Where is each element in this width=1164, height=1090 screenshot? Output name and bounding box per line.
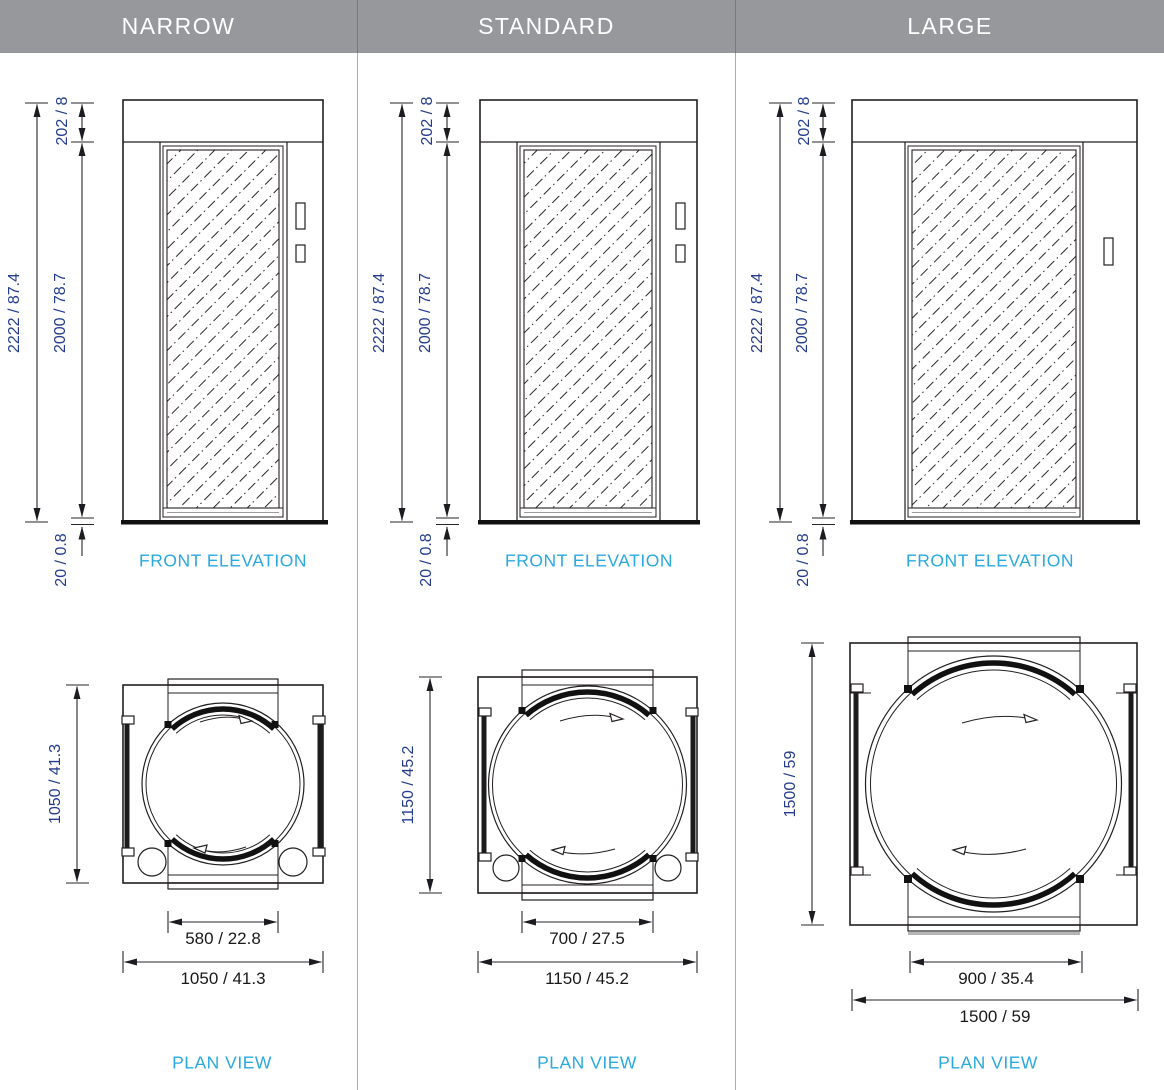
dim-header-height-large: 202 / 8	[796, 96, 813, 146]
plan-view-label-large: PLAN VIEW	[938, 1052, 1038, 1073]
front-elevation-drawing-large	[850, 99, 1140, 525]
rotation-arrows-narrow	[192, 714, 254, 854]
column-divider-1	[357, 53, 358, 1090]
dim-plan-depth-narrow: 1050 / 41.3	[47, 743, 64, 825]
plan-dimensions-standard	[419, 676, 698, 973]
plan-dimensions-large	[801, 642, 1139, 1011]
column-header-narrow: NARROW	[0, 0, 357, 53]
column-divider-2	[735, 53, 736, 1090]
dim-plan-overall-width-standard: 1150 / 45.2	[545, 969, 629, 988]
column-title-narrow: NARROW	[121, 13, 236, 39]
plan-view-drawing-large	[849, 636, 1138, 935]
dim-plan-overall-width-narrow: 1050 / 41.3	[180, 969, 266, 988]
header-bar	[0, 0, 1164, 53]
column-title-large: LARGE	[907, 13, 993, 39]
dim-overall-height-large: 2222 / 87.4	[749, 272, 766, 354]
rotation-arrows-standard	[550, 712, 625, 856]
front-elevation-label-standard: FRONT ELEVATION	[505, 550, 673, 571]
elevation-dimensions-large	[769, 102, 835, 556]
dim-floor-recess-large: 20 / 0.8	[795, 533, 812, 587]
column-header-standard: STANDARD	[359, 0, 734, 53]
dim-floor-recess-standard: 20 / 0.8	[418, 533, 435, 587]
rotation-arrows-large	[951, 713, 1039, 856]
column-divider-header-2	[735, 0, 736, 53]
front-elevation-drawing-narrow	[121, 99, 328, 525]
dim-plan-depth-large: 1500 / 59	[782, 750, 799, 818]
dim-plan-clear-width-narrow: 580 / 22.8	[185, 929, 261, 948]
front-elevation-drawing-standard	[478, 99, 700, 525]
dim-clear-height-large: 2000 / 78.7	[794, 272, 811, 354]
plan-view-label-standard: PLAN VIEW	[537, 1052, 637, 1073]
dim-plan-clear-width-large: 900 / 35.4	[958, 969, 1034, 988]
plan-view-drawing-standard	[477, 669, 699, 901]
column-divider-header-1	[357, 0, 358, 53]
plan-dimensions-narrow	[66, 684, 324, 973]
front-elevation-label-large: FRONT ELEVATION	[906, 550, 1074, 571]
dim-overall-height-narrow: 2222 / 87.4	[6, 272, 23, 354]
front-elevation-label-narrow: FRONT ELEVATION	[139, 550, 307, 571]
elevation-dimensions-narrow	[25, 102, 94, 556]
column-header-large: LARGE	[736, 0, 1164, 53]
column-title-standard: STANDARD	[478, 13, 615, 39]
dim-plan-clear-width-standard: 700 / 27.5	[549, 929, 625, 948]
dim-plan-depth-standard: 1150 / 45.2	[400, 745, 417, 825]
plan-view-drawing-narrow	[121, 678, 326, 890]
plan-view-label-narrow: PLAN VIEW	[172, 1052, 272, 1073]
elevation-dimensions-standard	[390, 102, 459, 556]
dim-floor-recess-narrow: 20 / 0.8	[53, 533, 70, 587]
dim-overall-height-standard: 2222 / 87.4	[371, 272, 388, 354]
dim-header-height-narrow: 202 / 8	[54, 96, 71, 146]
dim-clear-height-standard: 2000 / 78.7	[417, 272, 434, 354]
dim-clear-height-narrow: 2000 / 78.7	[52, 272, 69, 354]
dim-header-height-standard: 202 / 8	[419, 96, 436, 146]
dim-plan-overall-width-large: 1500 / 59	[959, 1007, 1031, 1026]
